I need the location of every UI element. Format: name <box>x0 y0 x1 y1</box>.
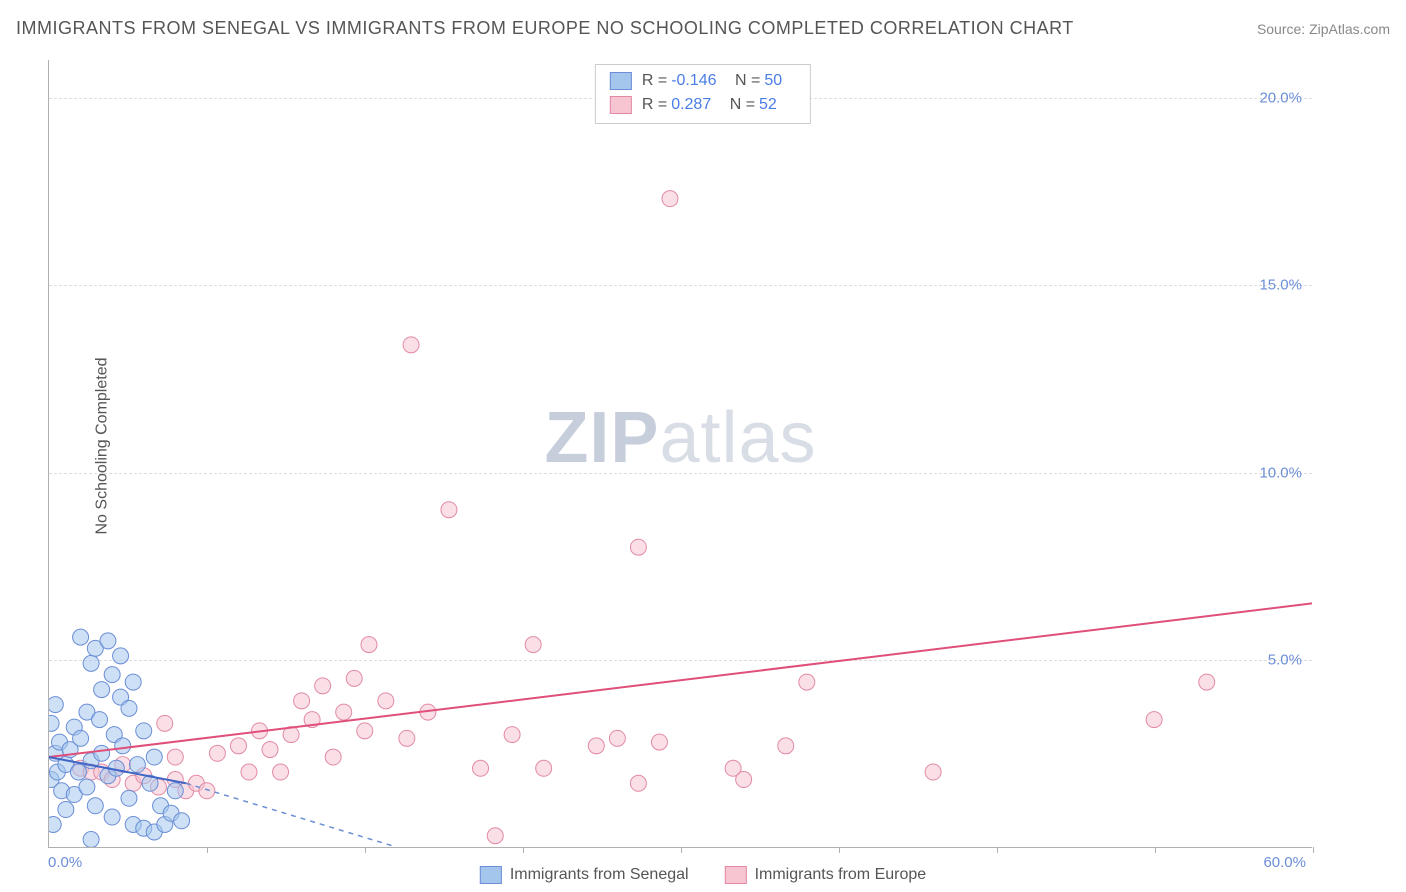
point-europe <box>536 760 552 776</box>
point-senegal <box>113 648 129 664</box>
point-europe <box>1146 712 1162 728</box>
point-europe <box>209 745 225 761</box>
point-europe <box>487 828 503 844</box>
point-europe <box>1199 674 1215 690</box>
n-value-europe: 52 <box>759 96 777 113</box>
x-tick-mark <box>365 847 366 853</box>
point-europe <box>346 670 362 686</box>
swatch-senegal <box>610 72 632 90</box>
scatter-svg <box>49 60 1312 847</box>
point-senegal <box>83 655 99 671</box>
point-senegal <box>73 629 89 645</box>
point-europe <box>294 693 310 709</box>
x-tick-mark <box>1313 847 1314 853</box>
point-senegal <box>121 700 137 716</box>
point-europe <box>230 738 246 754</box>
point-senegal <box>70 764 86 780</box>
n-value-senegal: 50 <box>764 72 782 89</box>
swatch-europe <box>610 96 632 114</box>
x-tick-mark <box>839 847 840 853</box>
trend-line <box>49 603 1312 757</box>
x-tick-mark <box>523 847 524 853</box>
source-label: Source: ZipAtlas.com <box>1257 21 1390 37</box>
correlation-legend: R =-0.146 N =50 R =0.287 N =52 <box>595 64 811 124</box>
point-senegal <box>94 745 110 761</box>
trend-line <box>186 783 397 847</box>
point-europe <box>357 723 373 739</box>
point-senegal <box>49 817 61 833</box>
x-tick-mark <box>681 847 682 853</box>
x-tick-mark <box>207 847 208 853</box>
point-senegal <box>136 723 152 739</box>
point-europe <box>588 738 604 754</box>
legend-stats-senegal: R =-0.146 N =50 <box>642 69 796 93</box>
point-europe <box>157 715 173 731</box>
point-europe <box>651 734 667 750</box>
legend-label-europe: Immigrants from Europe <box>755 866 927 884</box>
swatch-europe-icon <box>725 866 747 884</box>
swatch-senegal-icon <box>480 866 502 884</box>
r-value-senegal: -0.146 <box>671 72 716 89</box>
point-europe <box>662 191 678 207</box>
point-senegal <box>94 682 110 698</box>
r-value-europe: 0.287 <box>671 96 711 113</box>
point-senegal <box>129 757 145 773</box>
point-senegal <box>104 667 120 683</box>
point-senegal <box>115 738 131 754</box>
x-max-tick: 60.0% <box>1263 854 1306 871</box>
point-europe <box>504 727 520 743</box>
point-europe <box>799 674 815 690</box>
point-europe <box>403 337 419 353</box>
point-europe <box>325 749 341 765</box>
point-europe <box>925 764 941 780</box>
point-europe <box>336 704 352 720</box>
point-europe <box>736 772 752 788</box>
point-senegal <box>125 674 141 690</box>
point-europe <box>473 760 489 776</box>
legend-label-senegal: Immigrants from Senegal <box>510 866 689 884</box>
legend-row-senegal: R =-0.146 N =50 <box>610 69 796 93</box>
point-senegal <box>79 779 95 795</box>
point-europe <box>199 783 215 799</box>
point-senegal <box>146 749 162 765</box>
legend-row-europe: R =0.287 N =52 <box>610 93 796 117</box>
plot-area: ZIPatlas 5.0%10.0%15.0%20.0% <box>48 60 1312 848</box>
point-europe <box>630 775 646 791</box>
point-europe <box>378 693 394 709</box>
point-senegal <box>104 809 120 825</box>
point-senegal <box>73 730 89 746</box>
point-senegal <box>167 783 183 799</box>
point-senegal <box>174 813 190 829</box>
point-senegal <box>58 802 74 818</box>
point-europe <box>273 764 289 780</box>
legend-item-europe: Immigrants from Europe <box>725 866 927 884</box>
point-europe <box>361 637 377 653</box>
point-senegal <box>87 798 103 814</box>
x-tick-mark <box>997 847 998 853</box>
point-europe <box>315 678 331 694</box>
point-europe <box>241 764 257 780</box>
legend-stats-europe: R =0.287 N =52 <box>642 93 791 117</box>
point-europe <box>778 738 794 754</box>
point-senegal <box>92 712 108 728</box>
point-senegal <box>49 697 63 713</box>
point-europe <box>609 730 625 746</box>
point-senegal <box>83 832 99 847</box>
x-origin-tick: 0.0% <box>48 854 82 871</box>
point-europe <box>525 637 541 653</box>
legend-item-senegal: Immigrants from Senegal <box>480 866 689 884</box>
point-europe <box>630 539 646 555</box>
point-senegal <box>49 715 59 731</box>
point-europe <box>399 730 415 746</box>
point-europe <box>167 749 183 765</box>
point-europe <box>441 502 457 518</box>
x-tick-mark <box>1155 847 1156 853</box>
series-legend: Immigrants from Senegal Immigrants from … <box>472 864 934 886</box>
point-europe <box>262 742 278 758</box>
point-senegal <box>100 633 116 649</box>
point-senegal <box>121 790 137 806</box>
chart-title: IMMIGRANTS FROM SENEGAL VS IMMIGRANTS FR… <box>16 18 1074 39</box>
